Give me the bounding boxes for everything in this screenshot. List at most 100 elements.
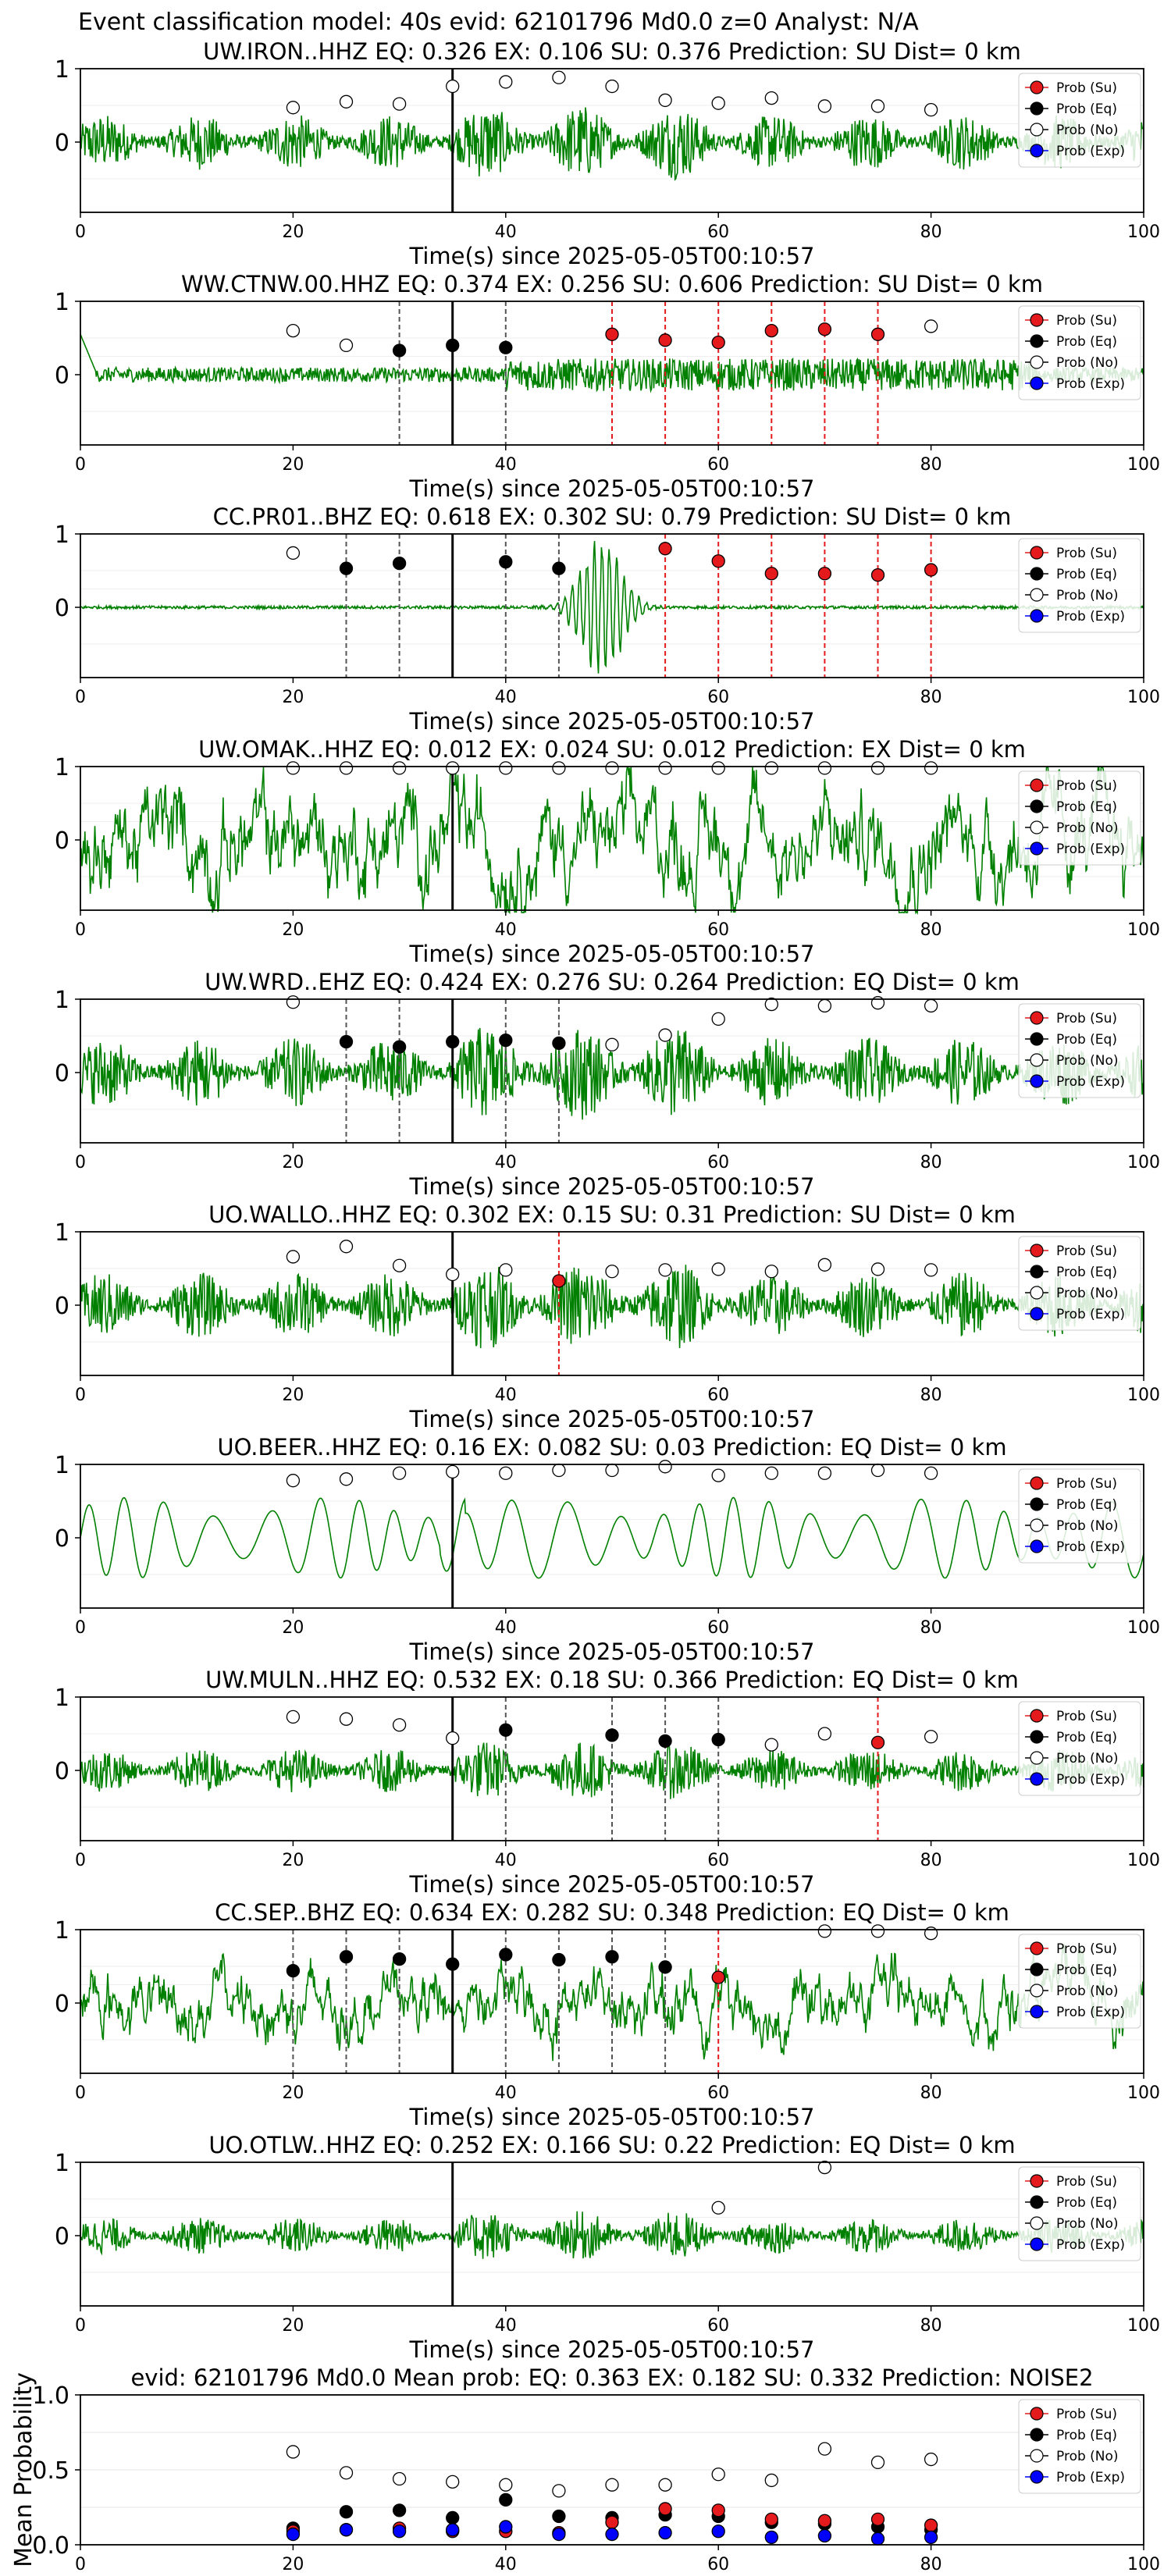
prob-point-no [817, 1924, 832, 1938]
prob-point-no [711, 96, 725, 110]
x-axis-label: Time(s) since 2025-05-05T00:10:57 [409, 2104, 815, 2130]
prob-point-exp [605, 2527, 619, 2542]
y-tick-label: 1 [55, 2150, 69, 2177]
legend-marker-eq [1030, 1730, 1044, 1744]
legend-box [1018, 2399, 1141, 2494]
y-tick-label: 0 [55, 1758, 69, 1785]
x-tick-label: 20 [282, 688, 304, 707]
prob-point-su [817, 2514, 832, 2528]
x-tick-label: 80 [920, 688, 942, 707]
prob-point-no [392, 1718, 407, 1732]
prob-point-no [446, 1731, 460, 1745]
legend-marker-no [1030, 1984, 1044, 1998]
panel-title: evid: 62101796 Md0.0 Mean prob: EQ: 0.36… [130, 2364, 1093, 2391]
legend-label: Prob (Su) [1056, 80, 1117, 96]
x-axis-label: Time(s) since 2025-05-05T00:10:57 [409, 1173, 815, 1200]
y-tick-label: 0 [55, 362, 69, 390]
y-axis-label: Mean Probability [10, 2372, 37, 2567]
legend-marker-exp [1030, 1772, 1044, 1786]
legend-label: Prob (No) [1056, 1518, 1119, 1534]
waveform-trace [80, 333, 1144, 393]
x-tick-label: 80 [920, 2083, 942, 2103]
x-tick-label: 0 [75, 1851, 86, 1870]
prob-point-no [924, 761, 938, 775]
x-tick-label: 80 [920, 1851, 942, 1870]
prob-point-exp [286, 2527, 301, 2542]
x-tick-label: 40 [495, 1386, 517, 1405]
panel-1: WW.CTNW.00.HHZ EQ: 0.374 EX: 0.256 SU: 0… [55, 271, 1160, 502]
prob-point-no [711, 761, 725, 775]
x-tick-label: 40 [495, 2555, 517, 2574]
legend-marker-no [1030, 1751, 1044, 1765]
x-tick-label: 60 [707, 688, 729, 707]
x-tick-label: 0 [75, 920, 86, 940]
panel-title: CC.SEP..BHZ EQ: 0.634 EX: 0.282 SU: 0.34… [215, 1899, 1009, 1926]
prob-point-no [499, 1466, 513, 1480]
x-tick-label: 100 [1127, 1153, 1160, 1172]
prob-point-no [817, 99, 832, 113]
y-tick-label: 0 [55, 130, 69, 157]
y-tick-label: 0 [55, 1293, 69, 1320]
legend-label: Prob (No) [1056, 2216, 1119, 2232]
prob-point-no [499, 1263, 513, 1277]
prob-point-no [817, 1466, 832, 1480]
x-tick-label: 80 [920, 222, 942, 242]
y-tick-label: 0 [55, 2223, 69, 2250]
prob-point-no [605, 1037, 619, 1051]
legend: Prob (Su) Prob (Eq) Prob (No) Prob (Exp) [1018, 2399, 1141, 2494]
prob-point-no [286, 546, 301, 560]
prob-point-no [924, 998, 938, 1013]
prob-point-no [605, 761, 619, 775]
prob-point-su [817, 567, 832, 581]
x-tick-label: 80 [920, 455, 942, 475]
axes-frame [80, 2161, 1144, 2307]
legend-marker-eq [1030, 567, 1044, 581]
y-tick-label: 0.5 [32, 2457, 69, 2485]
panel-title: UW.IRON..HHZ EQ: 0.326 EX: 0.106 SU: 0.3… [203, 38, 1021, 65]
prob-point-su [658, 2502, 672, 2516]
legend-marker-exp [1030, 841, 1044, 856]
prob-point-no [870, 1262, 885, 1276]
x-tick-label: 40 [495, 2083, 517, 2103]
prob-point-eq [392, 1952, 407, 1966]
panel-2: CC.PR01..BHZ EQ: 0.618 EX: 0.302 SU: 0.7… [55, 503, 1160, 735]
x-tick-label: 40 [495, 1618, 517, 1638]
legend-marker-eq [1030, 1032, 1044, 1046]
x-tick-label: 60 [707, 455, 729, 475]
legend-marker-exp [1030, 2237, 1044, 2251]
x-axis-label: Time(s) since 2025-05-05T00:10:57 [409, 708, 815, 735]
x-tick-label: 40 [495, 920, 517, 940]
axes-frame [80, 1696, 1144, 1841]
legend-label: Prob (Eq) [1056, 2428, 1117, 2443]
panel-title: UO.BEER..HHZ EQ: 0.16 EX: 0.082 SU: 0.03… [217, 1434, 1006, 1461]
prob-point-eq [552, 2509, 566, 2524]
y-tick-label: 1 [55, 1685, 69, 1712]
prob-point-no [817, 2442, 832, 2456]
prob-point-eq [605, 1950, 619, 1964]
prob-point-no [286, 1250, 301, 1264]
panel-title: CC.PR01..BHZ EQ: 0.618 EX: 0.302 SU: 0.7… [213, 503, 1012, 530]
x-tick-label: 60 [707, 2555, 729, 2574]
prob-point-no [924, 1927, 938, 1941]
prob-point-su [870, 2512, 885, 2527]
x-tick-label: 40 [495, 2316, 517, 2336]
x-tick-label: 80 [920, 2555, 942, 2574]
prob-point-su [764, 2512, 778, 2527]
x-tick-label: 100 [1127, 920, 1160, 940]
axes-frame [80, 1231, 1144, 1376]
x-tick-label: 0 [75, 1618, 86, 1638]
prob-point-no [924, 1730, 938, 1744]
y-tick-label: 1 [55, 754, 69, 781]
panels: UW.IRON..HHZ EQ: 0.326 EX: 0.106 SU: 0.3… [10, 38, 1160, 2574]
legend-box [1018, 1468, 1141, 1564]
prob-point-su [870, 327, 885, 341]
legend-marker-su [1030, 546, 1044, 560]
prob-point-no [817, 2160, 832, 2175]
prob-point-eq [552, 561, 566, 575]
x-tick-label: 40 [495, 1851, 517, 1870]
waveform-trace [80, 541, 1144, 674]
x-tick-label: 0 [75, 1153, 86, 1172]
prob-point-eq [658, 1960, 672, 1974]
legend-label: Prob (Exp) [1056, 1539, 1125, 1555]
prob-point-no [764, 761, 778, 775]
